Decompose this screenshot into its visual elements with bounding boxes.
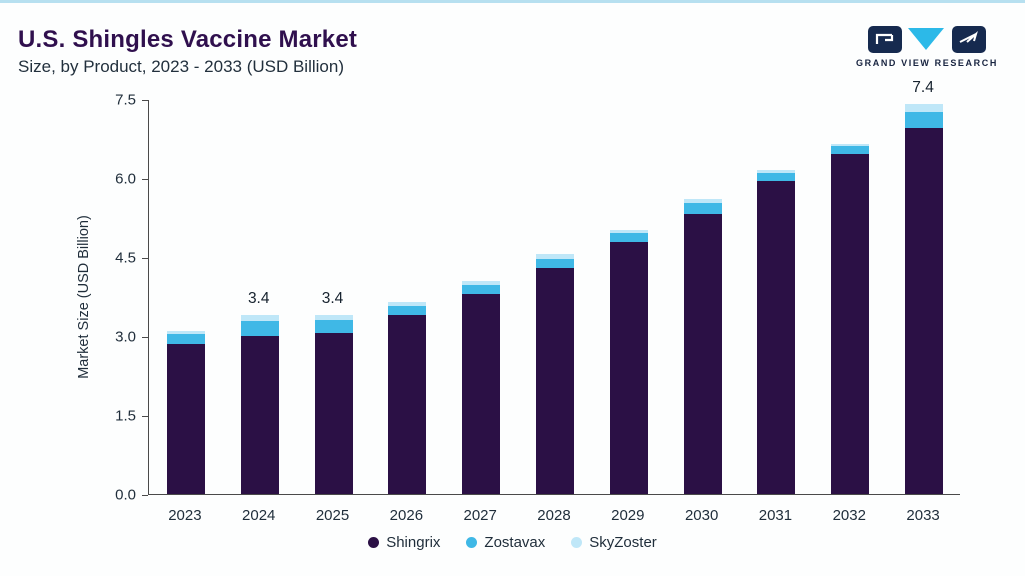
bar-2024	[240, 314, 279, 494]
bar-segment-skyzoster	[683, 199, 722, 204]
bar-segment-skyzoster	[166, 330, 205, 335]
x-tick-label: 2025	[315, 507, 350, 524]
bar-segment-zostavax	[757, 172, 796, 181]
x-tick-label: 2032	[832, 507, 866, 524]
legend-label: Shingrix	[386, 534, 441, 551]
x-tick-label: 2033	[906, 507, 940, 524]
bar-2025	[314, 314, 353, 494]
bar-segment-shingrix	[757, 180, 796, 494]
x-tick-label: 2029	[611, 507, 645, 524]
bar-segment-skyzoster	[831, 143, 870, 147]
bar-segment-skyzoster	[536, 254, 574, 259]
bar-2029	[609, 229, 648, 494]
bar-segment-zostavax	[683, 203, 722, 214]
bar-segment-zostavax	[609, 233, 648, 243]
x-tick-label: 2026	[389, 507, 424, 524]
bar-segment-skyzoster	[462, 280, 501, 285]
bar-2033	[905, 104, 944, 494]
bar-segment-shingrix	[683, 213, 722, 494]
legend-item-skyzoster: SkyZoster	[571, 534, 657, 551]
legend-dot-skyzoster	[571, 537, 583, 548]
grand-view-research-logo-icon	[868, 26, 986, 53]
legend-label: Zostavax	[484, 534, 546, 551]
x-tick-label: 2030	[684, 507, 719, 524]
bar-segment-shingrix	[905, 127, 944, 494]
bar-segment-zostavax	[831, 146, 870, 155]
top-accent-border	[0, 0, 1025, 3]
bar-segment-shingrix	[536, 267, 574, 494]
y-tick-mark	[142, 100, 148, 101]
bar-value-label: 7.4	[912, 79, 934, 97]
y-tick-mark	[142, 179, 148, 180]
y-tick-mark	[142, 337, 148, 338]
bar-segment-zostavax	[905, 112, 944, 128]
bar-segment-skyzoster	[609, 229, 648, 234]
bar-segment-skyzoster	[314, 314, 353, 321]
y-tick-mark	[142, 258, 148, 259]
y-tick-mark	[142, 416, 148, 417]
bar-2028	[536, 254, 574, 494]
bar-2027	[462, 280, 501, 494]
page-title: U.S. Shingles Vaccine Market	[18, 26, 358, 53]
grand-view-research-logo: GRAND VIEW RESEARCH	[853, 26, 1001, 68]
y-tick-mark	[142, 495, 148, 496]
chart-plot-area	[148, 100, 960, 495]
x-tick-label: 2023	[168, 507, 202, 524]
bar-segment-shingrix	[166, 343, 205, 494]
y-tick-label: 7.5	[115, 91, 136, 109]
bar-segment-zostavax	[462, 284, 501, 294]
x-tick-label: 2024	[242, 507, 276, 524]
bar-segment-shingrix	[240, 336, 279, 494]
bar-segment-shingrix	[609, 242, 648, 494]
bar-segment-skyzoster	[757, 170, 796, 173]
page-subtitle: Size, by Product, 2023 - 2033 (USD Billi…	[18, 57, 344, 76]
legend-item-zostavax: Zostavax	[466, 534, 545, 551]
bar-2026	[388, 301, 427, 494]
legend-dot-shingrix	[368, 537, 380, 548]
grand-view-research-logo-text: GRAND VIEW RESEARCH	[856, 58, 998, 68]
bar-segment-zostavax	[166, 334, 205, 344]
bar-2031	[757, 170, 796, 494]
bar-segment-shingrix	[388, 314, 427, 494]
bar-segment-skyzoster	[905, 104, 944, 113]
y-tick-label: 6.0	[115, 170, 136, 188]
bar-value-label: 3.4	[247, 289, 270, 307]
bar-segment-skyzoster	[240, 314, 279, 322]
y-tick-label: 0.0	[115, 486, 136, 504]
y-axis-title: Market Size (USD Billion)	[76, 215, 92, 379]
chart-legend: Shingrix Zostavax SkyZoster	[0, 534, 1025, 551]
bar-value-label: 3.4	[321, 289, 344, 307]
bar-2032	[831, 143, 870, 494]
y-tick-label: 1.5	[115, 407, 136, 425]
legend-label: SkyZoster	[589, 534, 657, 551]
bar-segment-zostavax	[240, 321, 279, 336]
bar-segment-zostavax	[314, 320, 353, 334]
legend-item-shingrix: Shingrix	[368, 534, 440, 551]
bar-segment-shingrix	[831, 154, 870, 494]
y-tick-label: 4.5	[115, 249, 136, 267]
bar-2030	[683, 199, 722, 494]
bar-segment-skyzoster	[388, 301, 427, 306]
bar-segment-shingrix	[462, 293, 501, 494]
legend-dot-zostavax	[466, 537, 478, 548]
bar-2023	[166, 330, 205, 494]
bar-segment-zostavax	[536, 258, 574, 268]
x-tick-label: 2027	[463, 507, 497, 524]
x-tick-label: 2031	[758, 507, 793, 524]
bar-segment-zostavax	[388, 305, 427, 315]
x-tick-label: 2028	[537, 507, 571, 524]
bar-segment-shingrix	[314, 333, 353, 494]
y-tick-label: 3.0	[115, 328, 136, 346]
